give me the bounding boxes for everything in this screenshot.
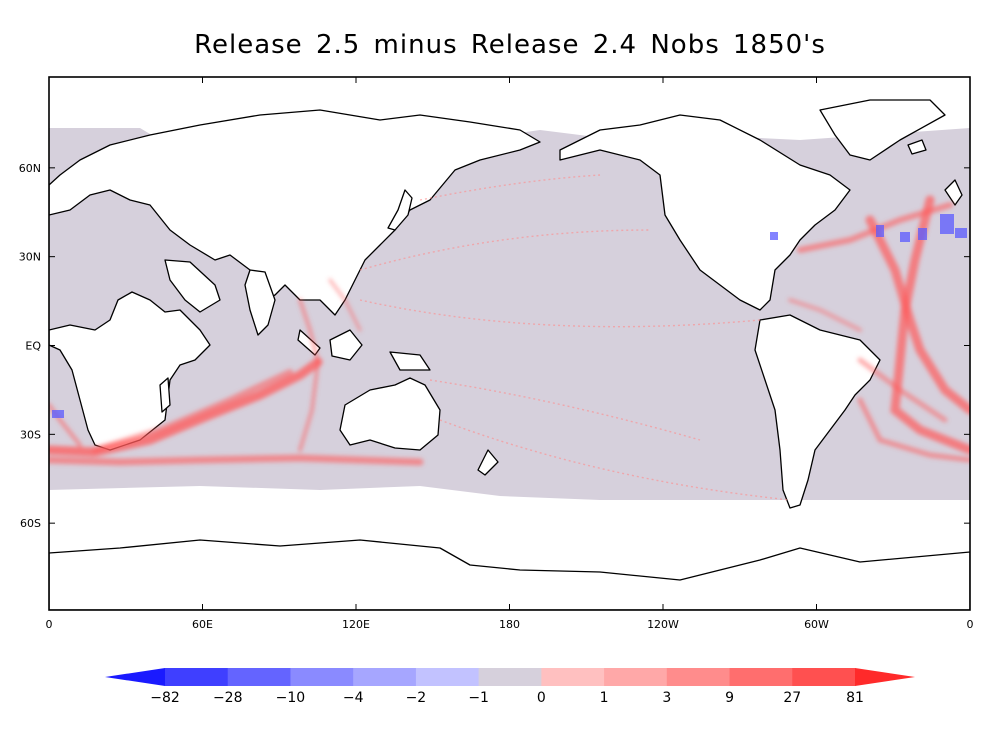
colorbar-label: 0 [537,690,546,706]
colorbar-swatch [604,668,668,686]
x-axis-ticks: 0 60E 120E 180 120W 60W 0 [46,77,974,631]
colorbar-left-arrow [105,668,165,686]
colorbar-label: 81 [846,690,864,706]
x-tick-label: 0 [46,618,53,631]
antarctica-landmass [49,539,970,610]
africa-landmass [49,291,211,451]
colorbar-label: −4 [343,690,364,706]
x-tick-label: 180 [499,618,520,631]
colorbar-label: −28 [213,690,243,706]
x-tick-label: 120E [342,618,370,631]
south-america-landmass [754,314,881,509]
new-guinea-landmass [389,351,431,371]
colorbar-swatch [227,668,291,686]
new-zealand-landmass [477,449,499,476]
colorbar-label: −2 [406,690,427,706]
colorbar-label: −82 [150,690,180,706]
y-axis-ticks: 60N 30N EQ 30S 60S [19,162,970,530]
colorbar-swatch [353,668,417,686]
colorbar-swatch [290,668,354,686]
y-tick-label: 60S [20,517,41,530]
y-tick-label: 30S [20,428,41,441]
iceland-landmass [907,139,927,155]
colorbar: −82 −28 −10 −4 −2 −1 0 1 3 9 27 81 [105,668,915,706]
y-tick-label: 60N [19,162,41,175]
arabia-landmass [164,259,221,313]
faint-pacific-tracks [359,174,791,501]
india-landmass [244,269,276,336]
colorbar-right-arrow [855,668,915,686]
colorbar-label: 1 [600,690,609,706]
negative-difference-patches [52,214,967,418]
uk-landmass [944,179,963,206]
north-america-landmass [559,114,851,311]
land-masses [49,99,970,610]
colorbar-swatch [729,668,793,686]
colorbar-label: 9 [725,690,734,706]
colorbar-swatch [415,668,480,686]
colorbar-label: −1 [468,690,489,706]
colorbar-swatch [792,668,856,686]
y-tick-label: 30N [19,251,41,264]
map-plot-area [49,77,970,610]
x-tick-label: 60W [804,618,829,631]
colorbar-swatch [541,668,605,686]
colorbar-label: 27 [783,690,801,706]
positive-difference-tracks [49,195,970,466]
colorbar-label: −10 [276,690,306,706]
borneo-landmass [329,329,363,361]
madagascar-landmass [159,377,171,413]
x-tick-label: 0 [967,618,974,631]
greenland-landmass [819,99,946,161]
x-tick-label: 60E [192,618,213,631]
eurasia-landmass [49,109,541,316]
colorbar-swatch [666,668,731,686]
australia-landmass [339,377,441,451]
x-tick-label: 120W [647,618,679,631]
japan-landmass [387,189,413,231]
colorbar-swatch [478,668,542,686]
y-tick-label: EQ [25,340,41,353]
map-title: Release 2.5 minus Release 2.4 Nobs 1850'… [194,30,826,60]
colorbar-label: 3 [662,690,671,706]
colorbar-swatch [165,668,229,686]
